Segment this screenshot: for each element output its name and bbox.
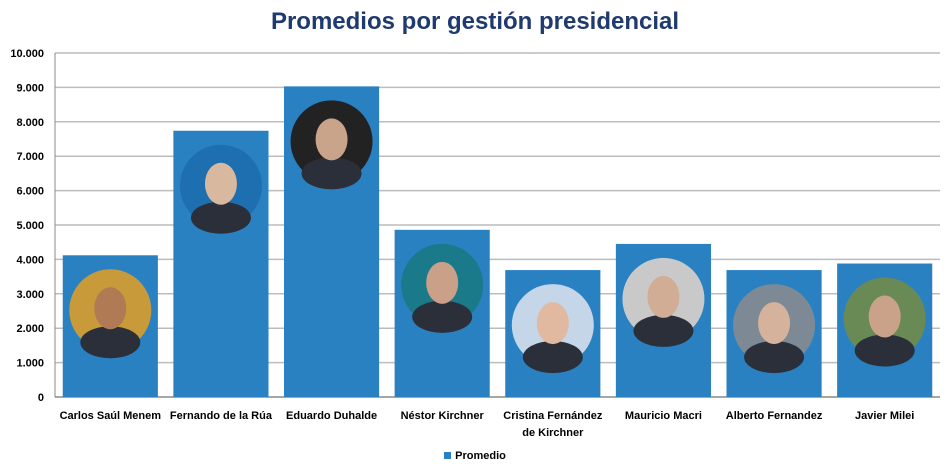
y-tick-label: 8.000: [16, 117, 44, 129]
portrait-photo: [69, 269, 152, 359]
y-tick-label: 3.000: [16, 289, 44, 301]
x-tick-label: Mauricio Macri: [625, 410, 702, 422]
portrait-photo: [622, 257, 705, 347]
legend-label: Promedio: [455, 450, 506, 462]
portrait-photo: [733, 284, 816, 374]
x-tick-label: Cristina Fernández: [503, 410, 603, 422]
chart-title: Promedios por gestión presidencial: [270, 8, 680, 35]
x-tick-label: de Kirchner: [522, 427, 584, 439]
portrait-photo: [511, 284, 594, 374]
y-tick-label: 6.000: [16, 186, 44, 198]
x-tick-label: Alberto Fernandez: [726, 410, 823, 422]
legend-swatch: [444, 452, 452, 459]
x-tick-label: Javier Milei: [855, 410, 914, 422]
x-tick-label: Fernando de la Rúa: [170, 410, 273, 422]
y-tick-label: 4.000: [16, 254, 44, 266]
y-tick-label: 10.000: [10, 48, 44, 60]
y-tick-label: 0: [38, 392, 44, 404]
y-tick-label: 9.000: [16, 82, 44, 94]
x-tick-label: Carlos Saúl Menem: [60, 410, 162, 422]
y-tick-label: 2.000: [16, 323, 44, 335]
portrait-photo: [401, 243, 484, 333]
y-tick-label: 1.000: [16, 358, 44, 370]
y-tick-label: 7.000: [16, 151, 44, 163]
portrait-photo: [290, 100, 373, 190]
legend: Promedio: [0, 450, 950, 462]
portrait-photo: [179, 144, 262, 234]
y-tick-label: 5.000: [16, 220, 44, 232]
x-tick-label: Néstor Kirchner: [401, 410, 485, 422]
x-tick-label: Eduardo Duhalde: [286, 410, 377, 422]
portrait-photo: [843, 277, 926, 367]
